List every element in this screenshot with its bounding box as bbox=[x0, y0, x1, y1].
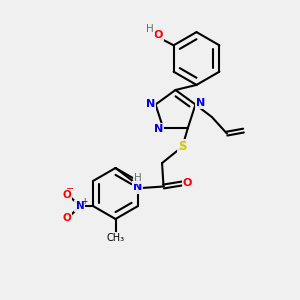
Text: O: O bbox=[63, 190, 71, 200]
Text: O: O bbox=[154, 30, 163, 40]
Text: S: S bbox=[178, 140, 187, 153]
Text: H: H bbox=[146, 23, 154, 34]
Text: H: H bbox=[134, 173, 142, 183]
Text: N: N bbox=[154, 124, 163, 134]
Text: N: N bbox=[196, 98, 205, 108]
Text: −: − bbox=[66, 184, 74, 194]
Text: N: N bbox=[133, 182, 142, 192]
Text: N: N bbox=[146, 99, 155, 109]
Text: O: O bbox=[183, 178, 192, 188]
Text: O: O bbox=[63, 213, 71, 223]
Text: N: N bbox=[76, 201, 84, 211]
Text: CH₃: CH₃ bbox=[106, 232, 124, 243]
Text: +: + bbox=[81, 197, 87, 206]
